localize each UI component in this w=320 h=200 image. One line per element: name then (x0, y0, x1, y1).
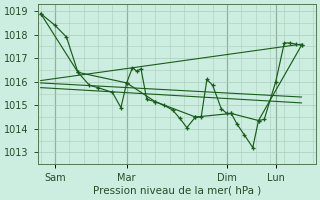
X-axis label: Pression niveau de la mer( hPa ): Pression niveau de la mer( hPa ) (93, 186, 261, 196)
